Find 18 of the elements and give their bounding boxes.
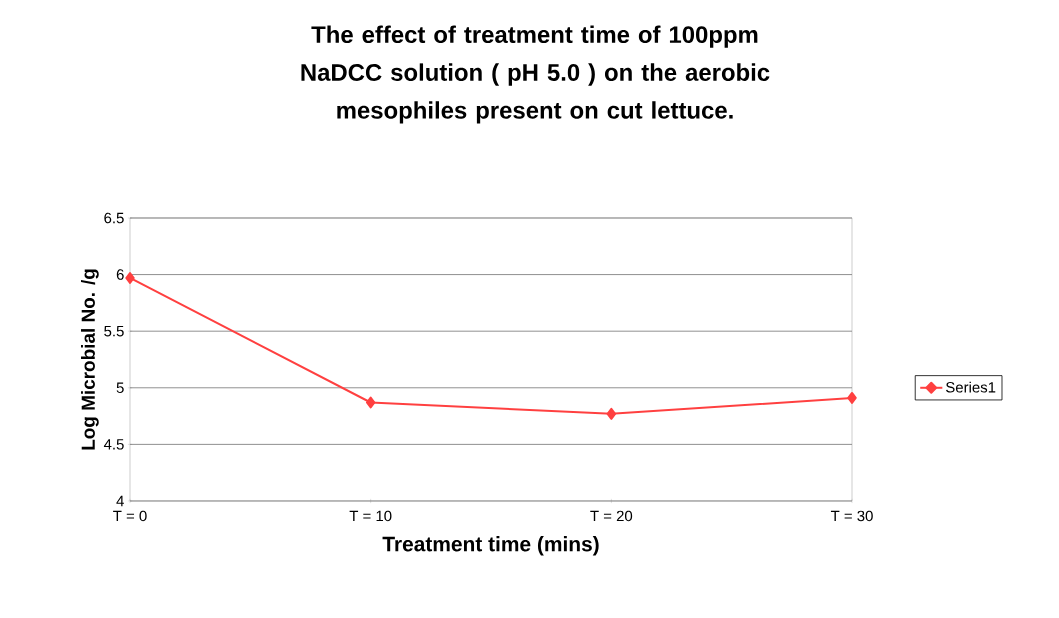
point <box>847 391 857 404</box>
point <box>606 407 617 420</box>
chart-title: The effect of treatment time of 100ppm NaDCC solution ( pH 5.0 ) on the aerobic mesophiles present on cut lettuce. <box>301 25 770 124</box>
x-tick-label: T = 30 <box>830 510 873 522</box>
y-tick-label: 5.5 <box>104 325 124 337</box>
y-tick-label: 5 <box>116 382 124 393</box>
x-tick-label: T = 0 <box>113 510 147 522</box>
point <box>365 396 376 409</box>
y-tick-label: 4 <box>116 495 124 507</box>
y-tick-label: 6.5 <box>104 212 124 224</box>
x-tick-label: T = 10 <box>349 510 392 522</box>
point <box>125 271 135 284</box>
y-tick-label: 6 <box>116 269 124 280</box>
x-tick-label: T = 20 <box>590 510 633 522</box>
y-tick-label: 4.5 <box>103 439 124 450</box>
legend-label: Series1 <box>946 381 996 393</box>
x-axis-title: Treatment time (mins) <box>382 536 599 556</box>
y-axis-title: Log Microbial No. /g <box>81 269 99 450</box>
